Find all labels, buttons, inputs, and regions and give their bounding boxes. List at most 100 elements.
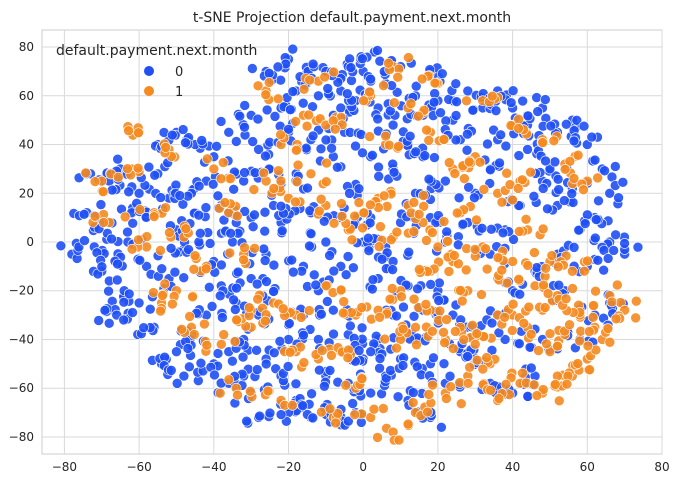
scatter-point-0: [247, 136, 258, 147]
scatter-point-0: [195, 357, 207, 369]
scatter-point-0: [165, 365, 177, 376]
scatter-point-0: [392, 391, 404, 403]
scatter-point-0: [495, 129, 507, 141]
scatter-point-0: [350, 140, 361, 152]
scatter-point-1: [408, 197, 420, 208]
scatter-point-0: [127, 307, 138, 318]
scatter-point-0: [251, 344, 262, 356]
scatter-point-1: [507, 194, 518, 206]
scatter-point-0: [531, 92, 542, 103]
scatter-point-1: [517, 174, 528, 186]
scatter-point-0: [374, 353, 386, 364]
scatter-point-1: [358, 207, 370, 219]
scatter-point-1: [238, 254, 249, 266]
scatter-point-0: [228, 184, 239, 195]
scatter-point-0: [204, 238, 216, 249]
scatter-point-0: [372, 45, 383, 56]
scatter-point-1: [319, 71, 331, 83]
scatter-point-0: [79, 235, 90, 246]
scatter-point-1: [292, 159, 304, 171]
scatter-point-0: [207, 178, 219, 190]
scatter-point-1: [444, 157, 455, 168]
scatter-point-1: [356, 373, 368, 385]
scatter-point-0: [324, 250, 335, 261]
scatter-point-1: [391, 226, 403, 238]
scatter-point-1: [252, 80, 264, 92]
scatter-point-0: [433, 295, 445, 306]
scatter-point-0: [304, 240, 315, 252]
scatter-point-0: [525, 362, 537, 374]
legend: default.payment.next.month 0 1: [56, 43, 257, 100]
scatter-point-1: [291, 145, 302, 156]
scatter-point-0: [347, 398, 358, 409]
scatter-point-0: [261, 104, 273, 116]
scatter-point-0: [223, 127, 235, 138]
scatter-point-1: [542, 288, 554, 299]
scatter-point-1: [540, 263, 552, 274]
scatter-point-0: [306, 388, 317, 400]
scatter-point-1: [378, 190, 390, 202]
scatter-point-0: [450, 134, 462, 146]
scatter-point-0: [367, 283, 378, 295]
scatter-point-1: [537, 137, 548, 148]
scatter-point-0: [313, 334, 324, 345]
scatter-point-1: [438, 327, 449, 338]
scatter-point-0: [397, 360, 409, 371]
scatter-point-1: [481, 263, 493, 275]
scatter-point-1: [298, 84, 310, 95]
scatter-point-0: [275, 200, 287, 212]
y-tick-label: −60: [9, 381, 34, 395]
scatter-point-1: [423, 389, 435, 400]
scatter-point-1: [272, 93, 284, 105]
scatter-point-1: [421, 235, 432, 246]
scatter-point-1: [273, 165, 284, 177]
scatter-point-0: [264, 407, 276, 419]
scatter-point-1: [277, 303, 289, 315]
scatter-point-0: [239, 121, 250, 133]
scatter-point-1: [189, 329, 200, 340]
scatter-point-0: [513, 150, 525, 161]
scatter-point-0: [385, 365, 396, 376]
scatter-point-0: [118, 296, 130, 308]
scatter-point-0: [254, 410, 265, 422]
scatter-point-1: [549, 379, 561, 390]
scatter-point-0: [111, 274, 123, 286]
scatter-point-1: [548, 135, 560, 147]
scatter-point-1: [451, 207, 463, 219]
scatter-point-0: [335, 102, 347, 114]
scatter-point-0: [410, 146, 422, 158]
scatter-point-0: [215, 116, 227, 127]
scatter-point-0: [55, 240, 67, 252]
scatter-point-0: [469, 192, 480, 204]
scatter-point-0: [149, 170, 161, 181]
scatter-point-0: [568, 135, 580, 147]
scatter-point-1: [560, 293, 572, 305]
scatter-point-1: [268, 183, 280, 194]
scatter-point-0: [253, 144, 264, 155]
scatter-point-0: [461, 144, 473, 156]
scatter-point-1: [407, 397, 419, 408]
scatter-point-1: [458, 334, 470, 345]
scatter-point-1: [442, 236, 453, 247]
scatter-point-1: [567, 283, 578, 294]
scatter-point-0: [494, 157, 505, 169]
scatter-point-0: [566, 188, 578, 199]
scatter-point-1: [460, 264, 472, 276]
scatter-point-1: [298, 357, 310, 368]
scatter-point-1: [552, 261, 564, 273]
scatter-point-0: [260, 150, 271, 162]
scatter-point-1: [208, 163, 220, 175]
x-tick-label: 40: [505, 460, 520, 474]
scatter-point-1: [393, 141, 404, 152]
scatter-point-0: [268, 347, 280, 359]
scatter-point-1: [303, 109, 314, 121]
scatter-point-1: [513, 274, 524, 285]
scatter-point-1: [448, 250, 460, 261]
scatter-point-0: [344, 188, 355, 199]
scatter-point-0: [230, 304, 241, 315]
scatter-point-1: [378, 80, 389, 91]
scatter-point-0: [346, 75, 357, 86]
scatter-point-1: [123, 125, 134, 137]
scatter-point-0: [365, 346, 376, 357]
scatter-point-1: [133, 127, 144, 139]
